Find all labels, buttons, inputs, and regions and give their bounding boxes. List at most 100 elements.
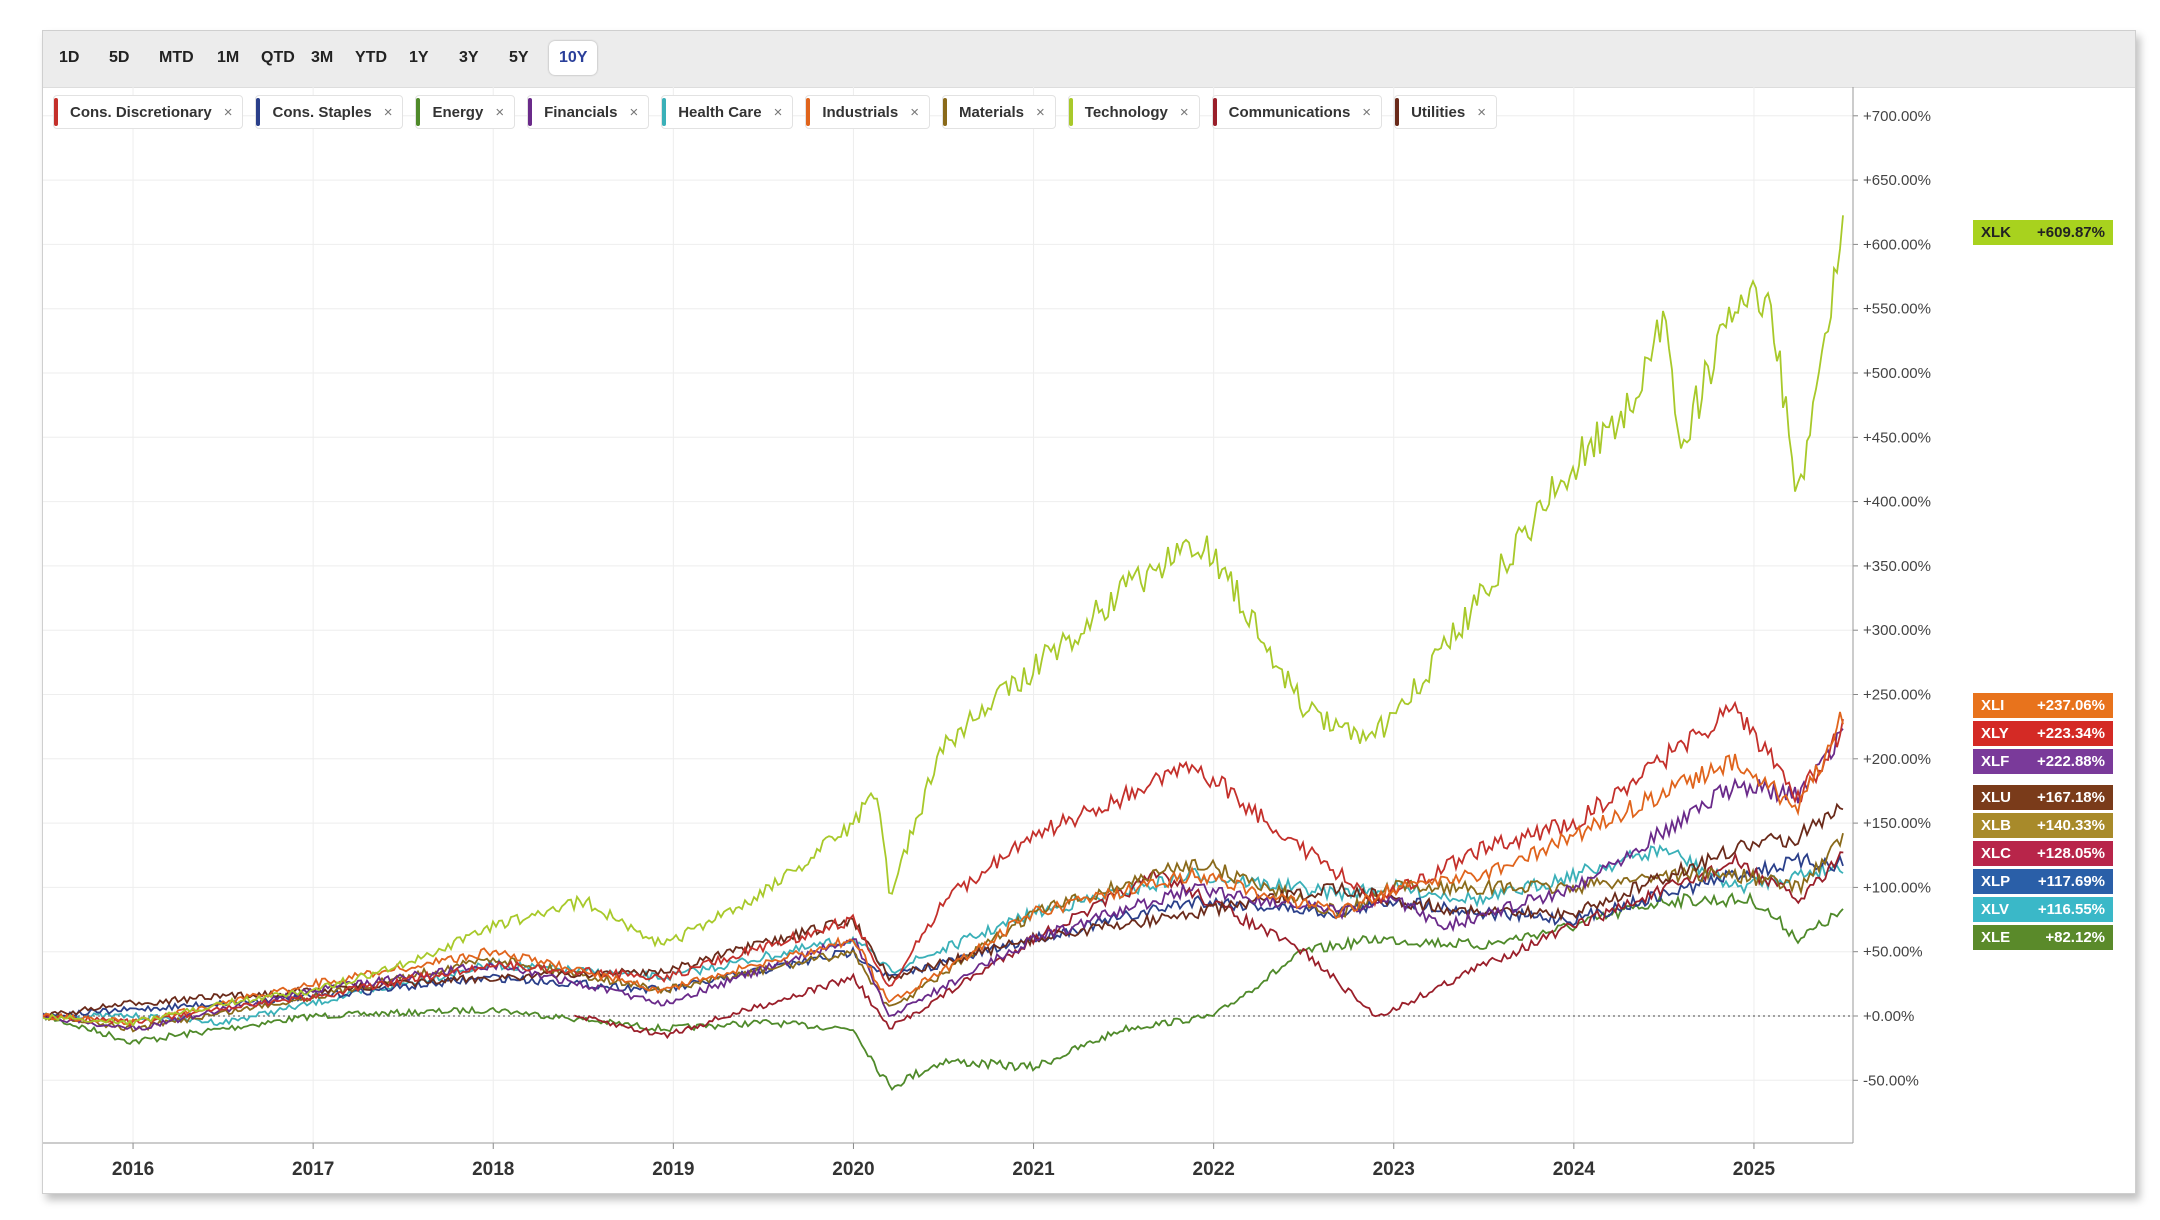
close-icon[interactable]: × — [495, 103, 505, 121]
x-tick-label: 2025 — [1733, 1159, 1776, 1180]
close-icon[interactable]: × — [383, 103, 393, 121]
legend-chip-communications[interactable]: Communications × — [1211, 95, 1383, 129]
range-button-5d[interactable]: 5D — [109, 49, 130, 66]
legend-color-swatch — [662, 98, 667, 126]
close-icon[interactable]: × — [910, 103, 919, 121]
value-badge-xlu: XLU +167.18% — [1973, 785, 2113, 810]
x-tick-label: 2019 — [652, 1159, 694, 1180]
badge-value: +609.87% — [2037, 223, 2105, 241]
y-tick-label: +450.00% — [1863, 429, 1931, 446]
legend-chip-financials[interactable]: Financials × — [527, 95, 650, 129]
x-tick-label: 2018 — [472, 1159, 514, 1180]
x-tick-label: 2017 — [292, 1159, 334, 1180]
chart-frame: 1D 5D MTD 1M QTD 3M YTD 1Y 3Y 5Y 10Y -50.00% +0.00%… — [42, 30, 2136, 1194]
range-button-mtd[interactable]: MTD — [159, 49, 194, 66]
x-tick-label: 2016 — [112, 1159, 154, 1180]
badge-value: +222.88% — [2037, 753, 2105, 770]
badge-ticker: XLK — [1981, 223, 2011, 241]
badge-ticker: XLY — [1981, 725, 2009, 742]
legend-label: Financials — [544, 103, 618, 121]
badge-ticker: XLP — [1981, 873, 2011, 890]
badge-ticker: XLU — [1981, 789, 2011, 806]
range-button-ytd[interactable]: YTD — [355, 49, 387, 66]
badge-ticker: XLC — [1981, 845, 2011, 862]
legend-label: Health Care — [678, 103, 762, 121]
y-tick-label: +0.00% — [1863, 1008, 1914, 1025]
y-tick-label: +600.00% — [1863, 236, 1931, 253]
y-tick-label: +500.00% — [1863, 365, 1931, 382]
value-badge-xlb: XLB +140.33% — [1973, 813, 2113, 838]
legend-label: Communications — [1228, 103, 1351, 121]
y-tick-label: +350.00% — [1863, 558, 1931, 575]
legend-color-swatch — [806, 98, 811, 126]
legend-color-swatch — [1068, 98, 1073, 126]
close-icon[interactable]: × — [629, 103, 639, 121]
badge-ticker: XLF — [1981, 753, 2010, 770]
legend-color-swatch — [1212, 98, 1217, 126]
value-badge-xlf: XLF +222.88% — [1973, 749, 2113, 774]
value-badge-xli: XLI +237.06% — [1973, 693, 2113, 718]
close-icon[interactable]: × — [1036, 103, 1045, 121]
value-badge-xlp: XLP +117.69% — [1973, 869, 2113, 894]
legend-label: Industrials — [822, 103, 899, 121]
y-tick-label: +400.00% — [1863, 494, 1931, 511]
badge-value: +223.34% — [2037, 725, 2105, 742]
y-tick-label: +700.00% — [1863, 108, 1931, 125]
y-tick-label: -50.00% — [1863, 1072, 1919, 1089]
legend-chip-materials[interactable]: Materials × — [941, 95, 1056, 129]
legend-chip-utilities[interactable]: Utilities × — [1394, 95, 1498, 129]
value-badge-xlk: XLK +609.87% — [1973, 219, 2113, 245]
close-icon[interactable]: × — [1179, 103, 1189, 121]
value-badge-xlv: XLV +116.55% — [1973, 897, 2113, 922]
range-button-5y[interactable]: 5Y — [509, 49, 529, 66]
value-badge-xly: XLY +223.34% — [1973, 721, 2113, 746]
legend-color-swatch — [528, 98, 533, 126]
range-button-10y[interactable]: 10Y — [549, 41, 598, 75]
range-button-1m[interactable]: 1M — [217, 49, 240, 66]
badge-value: +117.69% — [2037, 873, 2105, 890]
y-tick-label: +200.00% — [1863, 751, 1931, 768]
legend-chip-health-care[interactable]: Health Care × — [661, 95, 794, 129]
legend-label: Materials — [958, 103, 1025, 121]
legend-color-swatch — [256, 98, 261, 126]
range-button-1y[interactable]: 1Y — [409, 49, 429, 66]
y-tick-label: +300.00% — [1863, 622, 1931, 639]
badge-value: +237.06% — [2037, 697, 2105, 714]
close-icon[interactable]: × — [1477, 103, 1487, 121]
close-icon[interactable]: × — [1362, 103, 1372, 121]
badge-value: +128.05% — [2037, 845, 2105, 862]
y-tick-label: +100.00% — [1863, 879, 1931, 896]
range-button-3y[interactable]: 3Y — [459, 49, 479, 66]
range-button-3m[interactable]: 3M — [311, 49, 334, 66]
legend-label: Cons. Staples — [272, 103, 372, 121]
badge-value: +116.55% — [2037, 901, 2105, 918]
range-button-qtd[interactable]: QTD — [261, 49, 295, 66]
badge-ticker: XLI — [1981, 697, 2005, 714]
series-line-xly — [43, 700, 1844, 1028]
series-line-xle — [43, 891, 1844, 1092]
close-icon[interactable]: × — [223, 103, 233, 121]
badge-ticker: XLB — [1981, 817, 2011, 834]
badge-value: +167.18% — [2037, 789, 2105, 806]
legend-color-swatch — [942, 98, 947, 126]
y-tick-label: +250.00% — [1863, 687, 1931, 704]
legend-chip-industrials[interactable]: Industrials × — [805, 95, 930, 129]
legend: Cons. Discretionary × Cons. Staples × Energy… — [53, 95, 1498, 129]
legend-chip-cons-staples[interactable]: Cons. Staples × — [255, 95, 404, 129]
x-tick-label: 2024 — [1553, 1159, 1596, 1180]
legend-color-swatch — [1395, 98, 1400, 126]
legend-chip-energy[interactable]: Energy × — [415, 95, 516, 129]
range-button-1d[interactable]: 1D — [59, 49, 80, 66]
badge-value: +140.33% — [2037, 817, 2105, 834]
line-chart: -50.00% +0.00% +50.00% +100.00% +150.00% +200… — [43, 87, 1931, 1180]
legend-chip-technology[interactable]: Technology × — [1067, 95, 1200, 129]
value-badge-xle: XLE +82.12% — [1973, 925, 2113, 950]
range-toolbar: 1D 5D MTD 1M QTD 3M YTD 1Y 3Y 5Y 10Y — [43, 31, 2135, 88]
legend-label: Energy — [432, 103, 484, 121]
x-tick-label: 2020 — [832, 1159, 874, 1180]
x-tick-label: 2021 — [1012, 1159, 1055, 1180]
close-icon[interactable]: × — [773, 103, 783, 121]
legend-chip-cons-discretionary[interactable]: Cons. Discretionary × — [53, 95, 244, 129]
legend-color-swatch — [54, 98, 58, 126]
legend-color-swatch — [416, 98, 421, 126]
